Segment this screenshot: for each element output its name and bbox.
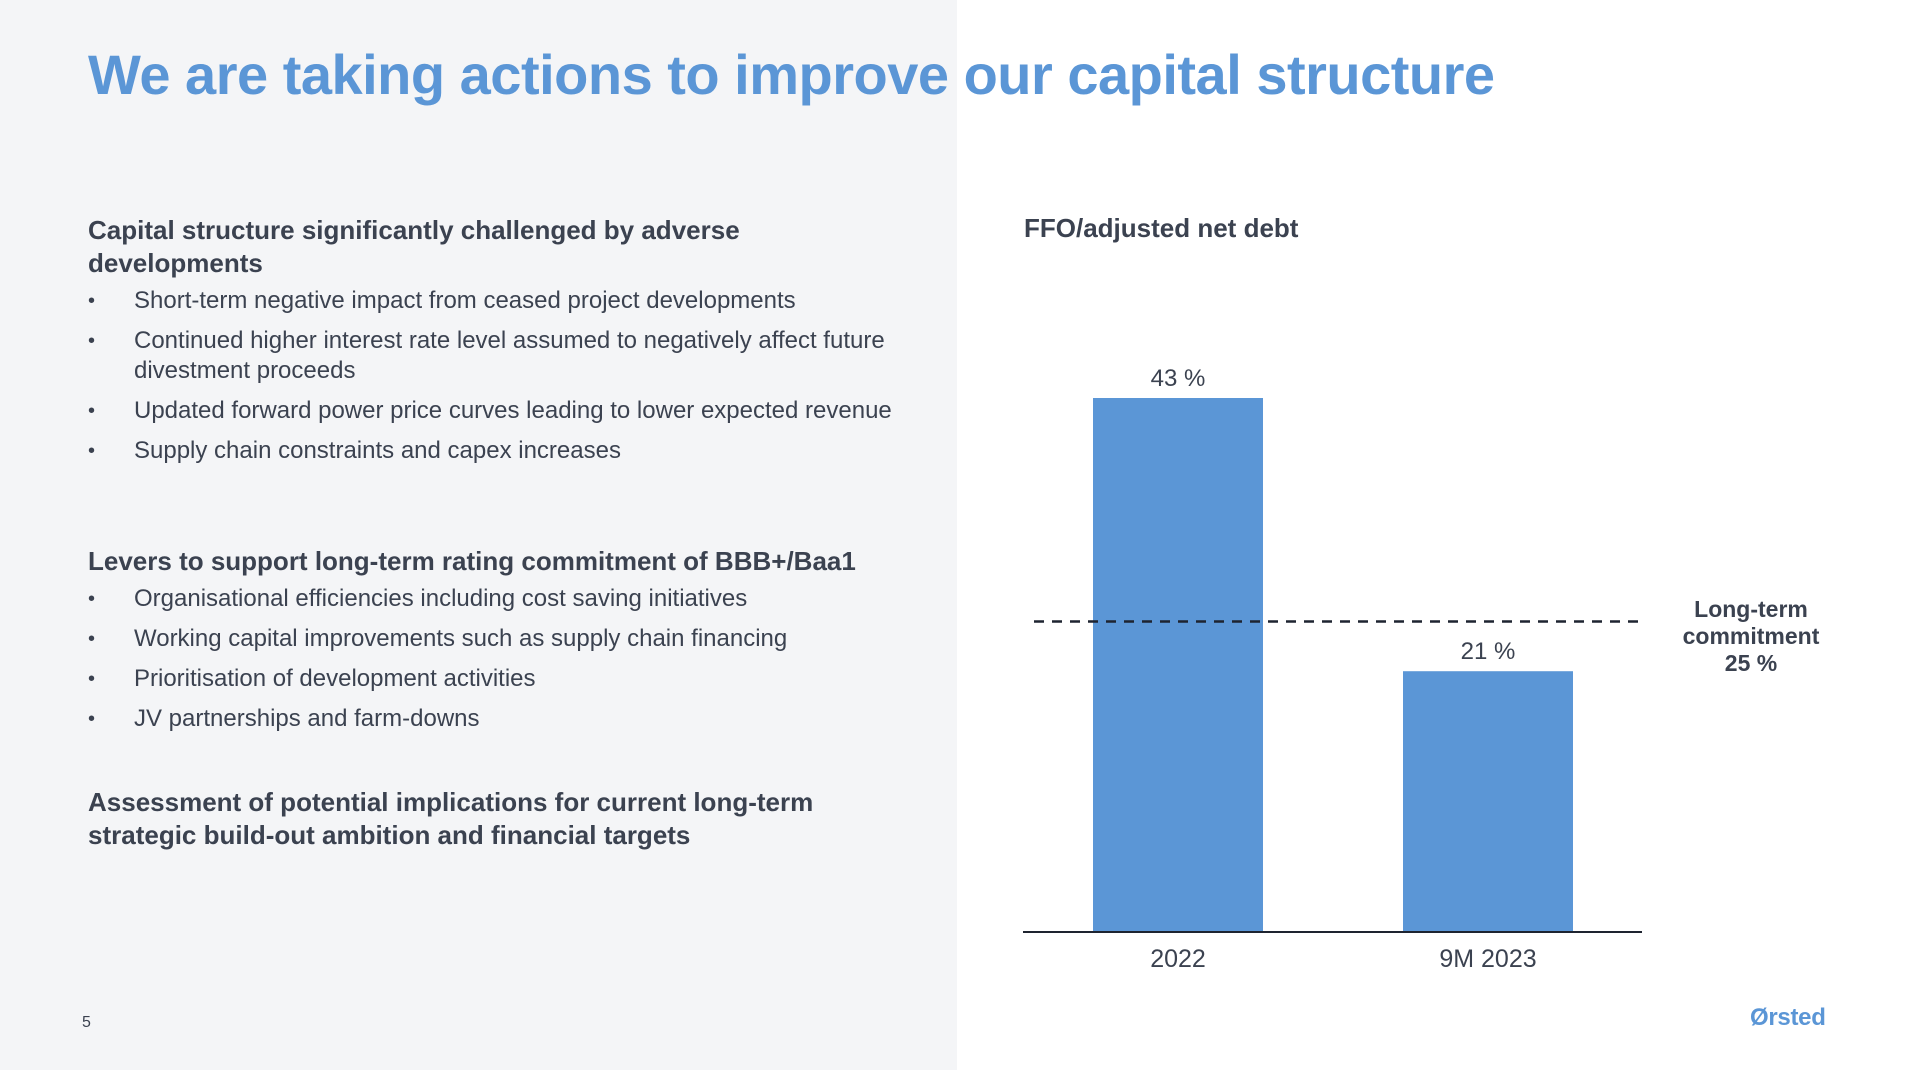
bullet-item: Updated forward power price curves leadi… [88,396,918,426]
reference-label: Long-term [1694,596,1808,622]
bullet-item: Organisational efficiencies including co… [88,584,918,614]
section-heading: Levers to support long-term rating commi… [88,546,856,576]
bar [1403,671,1573,932]
section-levers: Levers to support long-term rating commi… [88,545,918,744]
bullet-item: JV partnerships and farm-downs [88,704,918,734]
page-number: 5 [82,1014,91,1031]
bullet-item: Continued higher interest rate level ass… [88,326,918,386]
bullet-item: Prioritisation of development activities [88,664,918,694]
bullet-item: Supply chain constraints and capex incre… [88,436,918,466]
section-capital-structure: Capital structure significantly challeng… [88,214,918,476]
data-label: 43 % [1151,365,1206,392]
bullet-item: Working capital improvements such as sup… [88,624,918,654]
orsted-logo: Ørsted [1750,1004,1826,1031]
reference-label: commitment [1683,623,1820,649]
chart-title: FFO/adjusted net debt [1024,213,1299,243]
left-panel [0,0,957,1070]
bullet-list: Organisational efficiencies including co… [88,584,918,734]
slide-title: We are taking actions to improve our cap… [88,43,1495,106]
bar [1093,398,1263,932]
section-assessment: Assessment of potential implications for… [88,786,888,852]
bullet-list: Short-term negative impact from ceased p… [88,286,918,466]
section-heading: Capital structure significantly challeng… [88,215,740,278]
category-label: 9M 2023 [1439,945,1536,973]
data-label: 21 % [1461,638,1516,665]
bullet-item: Short-term negative impact from ceased p… [88,286,918,316]
section-heading: Assessment of potential implications for… [88,787,814,850]
category-label: 2022 [1150,945,1206,973]
reference-label: 25 % [1725,650,1777,676]
